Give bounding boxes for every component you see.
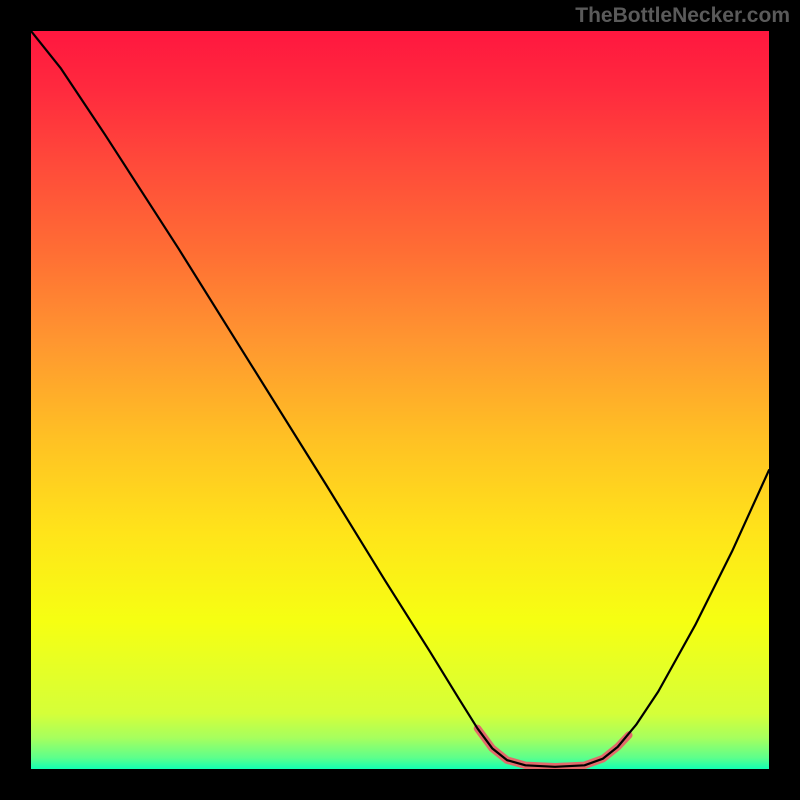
gradient-rect — [31, 31, 769, 769]
bottleneck-chart — [31, 31, 769, 769]
watermark-text: TheBottleNecker.com — [575, 4, 790, 28]
plot-area — [31, 31, 769, 769]
chart-frame: TheBottleNecker.com — [0, 0, 800, 800]
